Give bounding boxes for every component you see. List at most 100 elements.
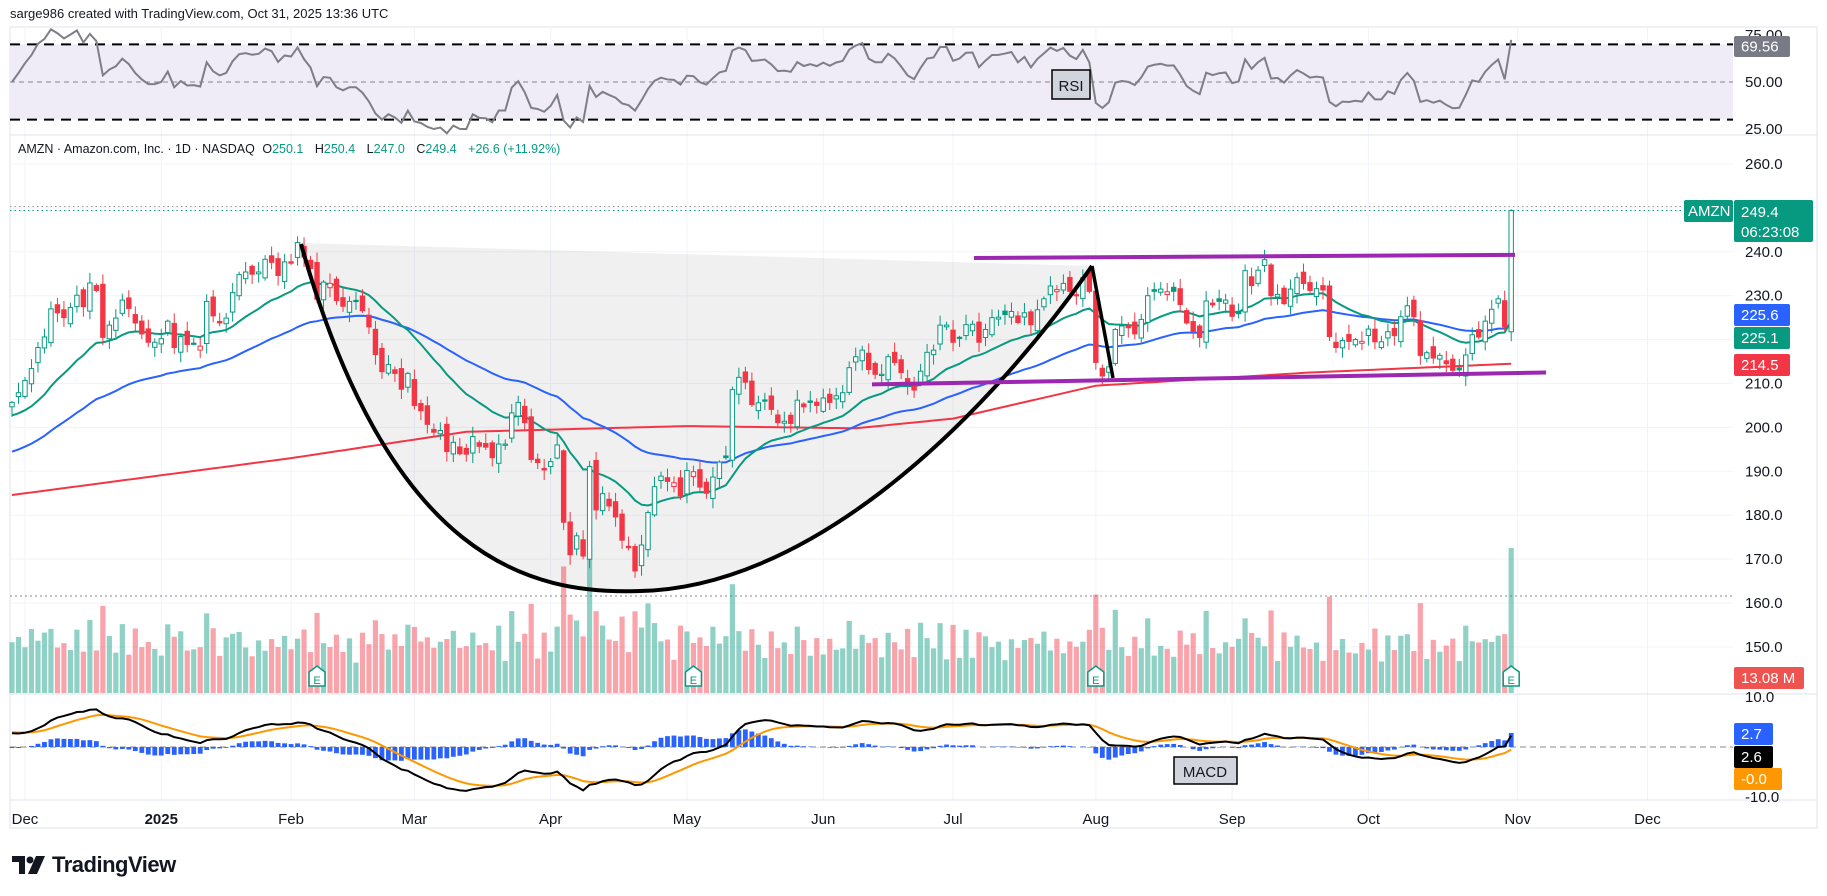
candle[interactable]: [1255, 266, 1261, 287]
candle[interactable]: [1047, 276, 1054, 304]
candle[interactable]: [1274, 284, 1281, 305]
candle[interactable]: [1183, 307, 1190, 325]
candle[interactable]: [1372, 319, 1378, 350]
candle[interactable]: [418, 399, 424, 421]
candle[interactable]: [184, 321, 190, 353]
candle[interactable]: [333, 276, 340, 305]
candle[interactable]: [255, 262, 262, 283]
candle[interactable]: [74, 285, 80, 313]
candle[interactable]: [749, 372, 755, 407]
candle[interactable]: [288, 253, 294, 266]
candle[interactable]: [87, 272, 93, 320]
candle[interactable]: [846, 361, 852, 396]
candle[interactable]: [736, 367, 742, 405]
candle[interactable]: [820, 388, 826, 414]
candle[interactable]: [1450, 354, 1456, 373]
candle[interactable]: [1365, 325, 1372, 346]
candle[interactable]: [1443, 351, 1449, 373]
rsi-pane[interactable]: RSI: [10, 28, 1733, 135]
candle[interactable]: [606, 492, 612, 512]
candle[interactable]: [840, 384, 846, 409]
candle[interactable]: [924, 343, 930, 384]
candle[interactable]: [937, 315, 943, 351]
candle[interactable]: [1320, 277, 1326, 300]
candle[interactable]: [100, 274, 106, 345]
candle[interactable]: [1463, 348, 1469, 387]
candle[interactable]: [554, 434, 560, 460]
candle[interactable]: [1476, 321, 1482, 340]
candle[interactable]: [1313, 281, 1320, 306]
candle[interactable]: [515, 395, 521, 426]
candle[interactable]: [1002, 304, 1008, 325]
candle[interactable]: [262, 255, 268, 281]
candle[interactable]: [1508, 209, 1514, 342]
candle[interactable]: [645, 510, 651, 558]
candle[interactable]: [1385, 323, 1391, 347]
candle[interactable]: [93, 283, 100, 293]
candle[interactable]: [489, 440, 495, 467]
candle[interactable]: [509, 403, 515, 443]
candle[interactable]: [132, 306, 139, 333]
drawings[interactable]: [10, 206, 1733, 594]
candle[interactable]: [431, 423, 437, 436]
candle[interactable]: [54, 298, 61, 323]
candle[interactable]: [878, 364, 885, 385]
candle[interactable]: [1054, 284, 1060, 302]
candle[interactable]: [547, 457, 554, 475]
candle[interactable]: [197, 337, 203, 358]
candle[interactable]: [638, 534, 645, 576]
candle[interactable]: [1235, 303, 1242, 319]
candle[interactable]: [424, 396, 431, 434]
candle[interactable]: [690, 465, 697, 486]
candle[interactable]: [294, 236, 301, 266]
candle[interactable]: [671, 476, 677, 493]
candle[interactable]: [762, 392, 768, 411]
candle[interactable]: [1326, 280, 1333, 342]
candle[interactable]: [1482, 315, 1488, 351]
candle[interactable]: [560, 449, 567, 531]
candle[interactable]: [1028, 309, 1034, 335]
macd-pane[interactable]: MACD: [9, 708, 1733, 792]
candle[interactable]: [1495, 295, 1501, 309]
candle[interactable]: [801, 402, 807, 413]
candle[interactable]: [392, 366, 398, 382]
earnings-marker-icon[interactable]: [1502, 665, 1520, 687]
candle[interactable]: [268, 246, 275, 270]
candle[interactable]: [943, 321, 950, 331]
resistance-line[interactable]: [973, 252, 1516, 260]
candle[interactable]: [210, 290, 216, 323]
candle[interactable]: [742, 366, 749, 390]
candle[interactable]: [165, 319, 171, 336]
candle[interactable]: [1281, 285, 1287, 306]
candle[interactable]: [781, 411, 788, 433]
candle[interactable]: [859, 345, 865, 371]
candle[interactable]: [327, 273, 333, 298]
candle[interactable]: [1489, 299, 1495, 334]
candle[interactable]: [1346, 324, 1352, 351]
cup-curve[interactable]: [299, 243, 1094, 594]
candle[interactable]: [236, 271, 242, 301]
candle[interactable]: [1216, 289, 1222, 311]
candles[interactable]: [9, 209, 1514, 578]
candle[interactable]: [1404, 296, 1411, 321]
candle[interactable]: [969, 320, 976, 337]
candle[interactable]: [1203, 291, 1209, 349]
candle[interactable]: [48, 301, 54, 347]
candle[interactable]: [872, 361, 878, 380]
candle[interactable]: [827, 388, 833, 410]
candle[interactable]: [1248, 267, 1255, 295]
candle[interactable]: [152, 338, 158, 357]
tradingview-logo[interactable]: TradingView: [12, 852, 176, 878]
candle[interactable]: [612, 492, 619, 527]
candle[interactable]: [463, 443, 470, 462]
candle[interactable]: [1125, 322, 1131, 338]
candle[interactable]: [1164, 283, 1170, 301]
candle[interactable]: [664, 468, 671, 492]
candle[interactable]: [814, 398, 820, 414]
candle[interactable]: [178, 333, 184, 363]
candle[interactable]: [1119, 315, 1125, 345]
candle[interactable]: [963, 314, 969, 341]
support-line[interactable]: [871, 370, 1547, 387]
candle[interactable]: [35, 341, 41, 373]
candle[interactable]: [476, 440, 482, 454]
